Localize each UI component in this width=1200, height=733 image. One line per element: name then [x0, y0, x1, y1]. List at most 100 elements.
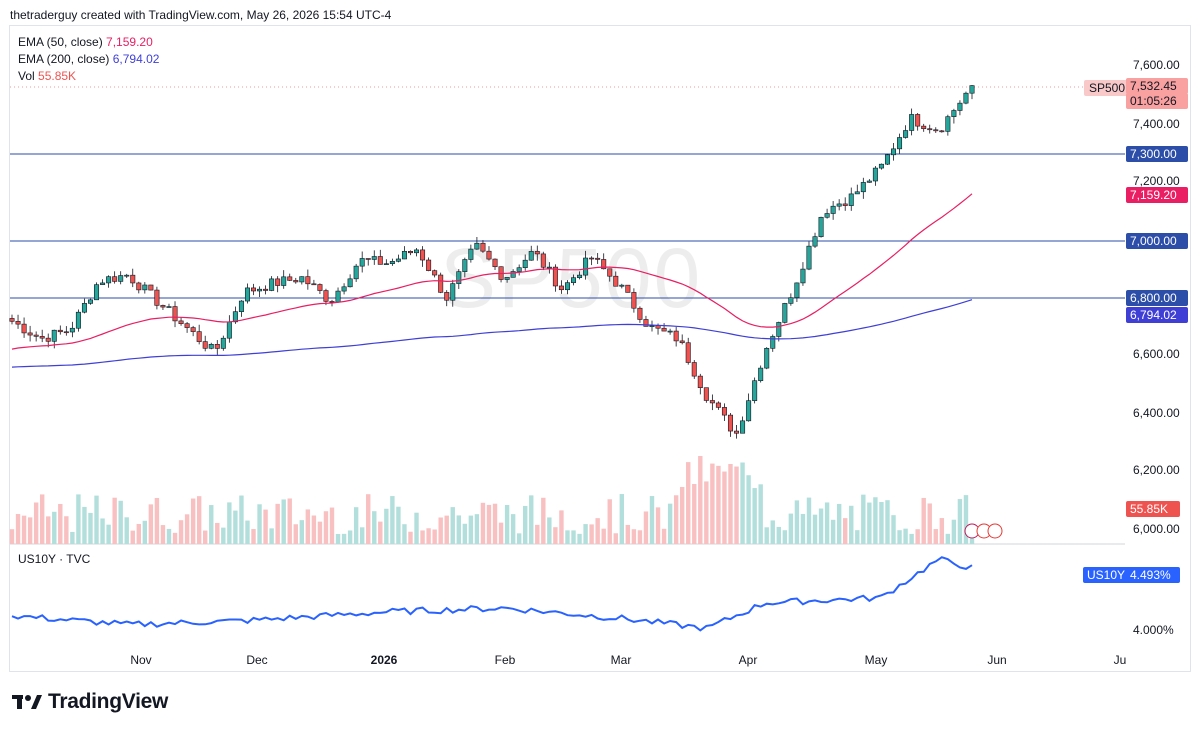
volume-bar [462, 523, 468, 544]
volume-bar [903, 528, 908, 544]
volume-bar [100, 518, 105, 544]
x-axis-label: 2026 [370, 653, 398, 667]
y-axis-label: 7,200.00 [1133, 174, 1180, 188]
candle-body [891, 148, 897, 156]
volume-bar [106, 524, 111, 544]
volume-bar [432, 529, 437, 544]
volume-bar [836, 503, 842, 544]
candle-body [87, 299, 93, 304]
y-axis-label: 6,200.00 [1133, 463, 1180, 477]
candle-body [909, 114, 915, 131]
volume-bar [909, 533, 914, 544]
candle-body [951, 110, 957, 117]
volume-bar [456, 515, 461, 544]
candle-body [866, 180, 872, 183]
volume-bar [287, 498, 292, 544]
volume-bar [686, 462, 691, 544]
volume-bar [806, 497, 812, 544]
candle-body [220, 337, 226, 349]
volume-bar [643, 511, 649, 544]
y-axis-label: 6,400.00 [1133, 406, 1180, 420]
candle-body [226, 321, 232, 339]
candle-body [721, 407, 727, 416]
ema200-line [11, 299, 973, 368]
volume-bar [384, 508, 389, 544]
volume-bar [112, 497, 117, 544]
candle-body [118, 275, 124, 282]
candle-body [764, 348, 770, 369]
volume-bar [812, 514, 818, 544]
candle-body [112, 276, 118, 282]
candle-body [401, 251, 407, 260]
volume-bar [196, 496, 202, 544]
candle-body [75, 311, 81, 329]
volume-bar [221, 527, 226, 544]
volume-bar [94, 495, 99, 544]
volume-bar [698, 456, 703, 544]
volume-bar [746, 475, 751, 544]
candle-body [818, 216, 824, 237]
candle-body [842, 203, 848, 206]
candle-body [848, 193, 854, 206]
level-tag-6800: 6,800.00 [1126, 290, 1188, 306]
x-axis-label: Dec [246, 653, 268, 667]
volume-bar [535, 524, 540, 544]
candle-body [63, 331, 69, 334]
candle-body [45, 337, 51, 342]
candle-body [564, 282, 570, 291]
volume-bar [323, 511, 329, 544]
volume-bar [927, 503, 932, 544]
volume-bar [565, 530, 570, 544]
volume-bar [583, 524, 588, 544]
volume-bar [468, 515, 474, 544]
candle-body [655, 325, 661, 329]
volume-bar [523, 505, 528, 544]
volume-bar [529, 495, 534, 544]
candle-body [474, 242, 480, 250]
volume-bar [770, 520, 775, 544]
candle-body [921, 125, 927, 130]
chart-frame[interactable] [9, 25, 1191, 672]
volume-bar [438, 517, 443, 544]
volume-bar [366, 494, 371, 544]
volume-bar [486, 504, 492, 544]
candle-body [329, 301, 335, 303]
volume-bar [209, 505, 214, 544]
tradingview-logo[interactable]: TradingView [12, 690, 168, 714]
candle-body [800, 268, 806, 284]
candle-body [81, 303, 87, 313]
candle-body [293, 280, 299, 283]
volume-bar [215, 522, 220, 544]
volume-bar [275, 503, 280, 544]
volume-bar [764, 527, 769, 544]
volume-bar [142, 520, 148, 544]
volume-bar [867, 502, 872, 544]
volume-bar [263, 509, 268, 544]
volume-bar [879, 502, 884, 544]
us10y-line [11, 556, 973, 632]
candle-body [933, 129, 939, 132]
candle-body [782, 303, 788, 323]
candle-body [275, 278, 281, 286]
ema50-tag: 7,159.20 [1126, 187, 1188, 203]
candle-body [263, 288, 269, 291]
candle-body [631, 292, 637, 309]
volume-bar [571, 530, 576, 544]
candle-body [492, 258, 498, 268]
candle-body [178, 320, 184, 324]
volume-bar [897, 530, 902, 544]
candle-body [444, 292, 450, 301]
candle-body [214, 344, 220, 349]
volume-bar [692, 484, 697, 544]
candle-body [377, 256, 383, 265]
volume-bar [33, 502, 39, 544]
candle-body [130, 274, 136, 284]
volume-bar [450, 507, 455, 544]
candle-body [806, 245, 812, 270]
volume-bar [873, 497, 878, 544]
volume-bar [541, 497, 546, 544]
legend-ema50-label: EMA (50, close) [18, 35, 103, 49]
candle-body [788, 297, 794, 304]
candle-body [94, 284, 100, 301]
